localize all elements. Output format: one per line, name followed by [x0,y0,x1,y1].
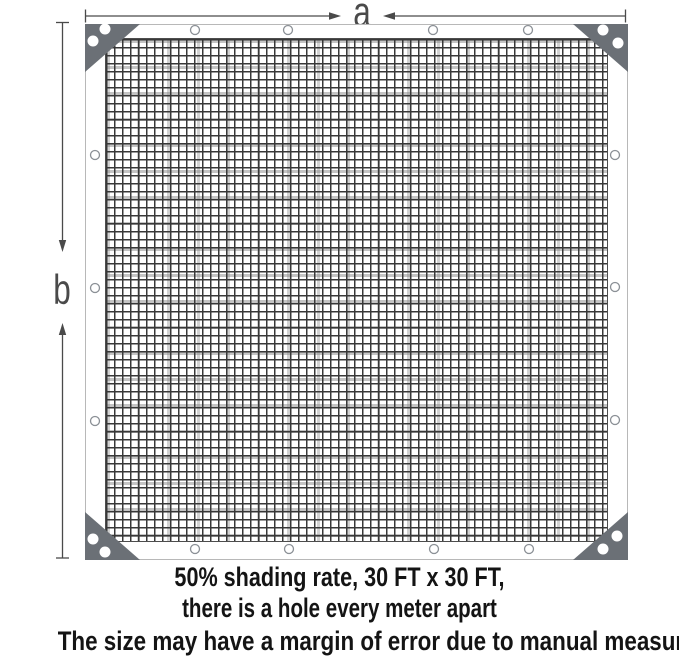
grommet-icon [89,415,101,427]
grommet-icon [428,543,440,555]
grommet-icon [612,37,624,49]
grommet-icon [87,35,99,47]
grommet-icon [99,24,111,35]
grommet-icon [522,24,534,36]
grommet-icon [89,149,101,161]
caption-line-1: 50% shading rate, 30 FT x 30 FT, [174,562,505,592]
dimension-label-b: b [53,266,71,313]
edge-grommets [89,24,621,555]
grommet-icon [609,281,621,293]
caption-line-2: there is a hole every meter apart [182,593,497,623]
corner-grommets [87,24,624,558]
grommet-icon [611,530,623,542]
grommet-icon [427,24,439,36]
shade-net [85,24,628,560]
grommet-icon [609,414,621,426]
grommet-icon [283,543,295,555]
corner-patches [85,24,628,560]
grommet-icon [282,24,294,36]
tarp-hardware [85,24,628,560]
caption: 50% shading rate, 30 FT x 30 FT, there i… [0,562,679,657]
grommet-icon [89,282,101,294]
grommet-icon [609,149,621,161]
caption-line-3: The size may have a margin of error due … [57,626,679,656]
corner-patch-top-left [85,24,140,72]
grommet-icon [87,533,99,545]
dim-a-left-arrow-icon [383,12,395,20]
dim-a-right-arrow-icon [329,12,341,20]
grommet-icon [597,543,609,555]
grommet-icon [597,24,609,36]
grommet-icon [189,24,201,36]
grommet-icon [189,543,201,555]
dim-b-up-arrow-icon [58,323,67,335]
mesh-grid [105,38,608,542]
dim-b-down-arrow-icon [58,240,67,252]
grommet-icon [99,546,111,558]
corner-patch-bottom-right [573,512,628,560]
grommet-icon [523,543,535,555]
corner-patch-bottom-left [85,512,140,560]
corner-patch-top-right [573,24,628,72]
